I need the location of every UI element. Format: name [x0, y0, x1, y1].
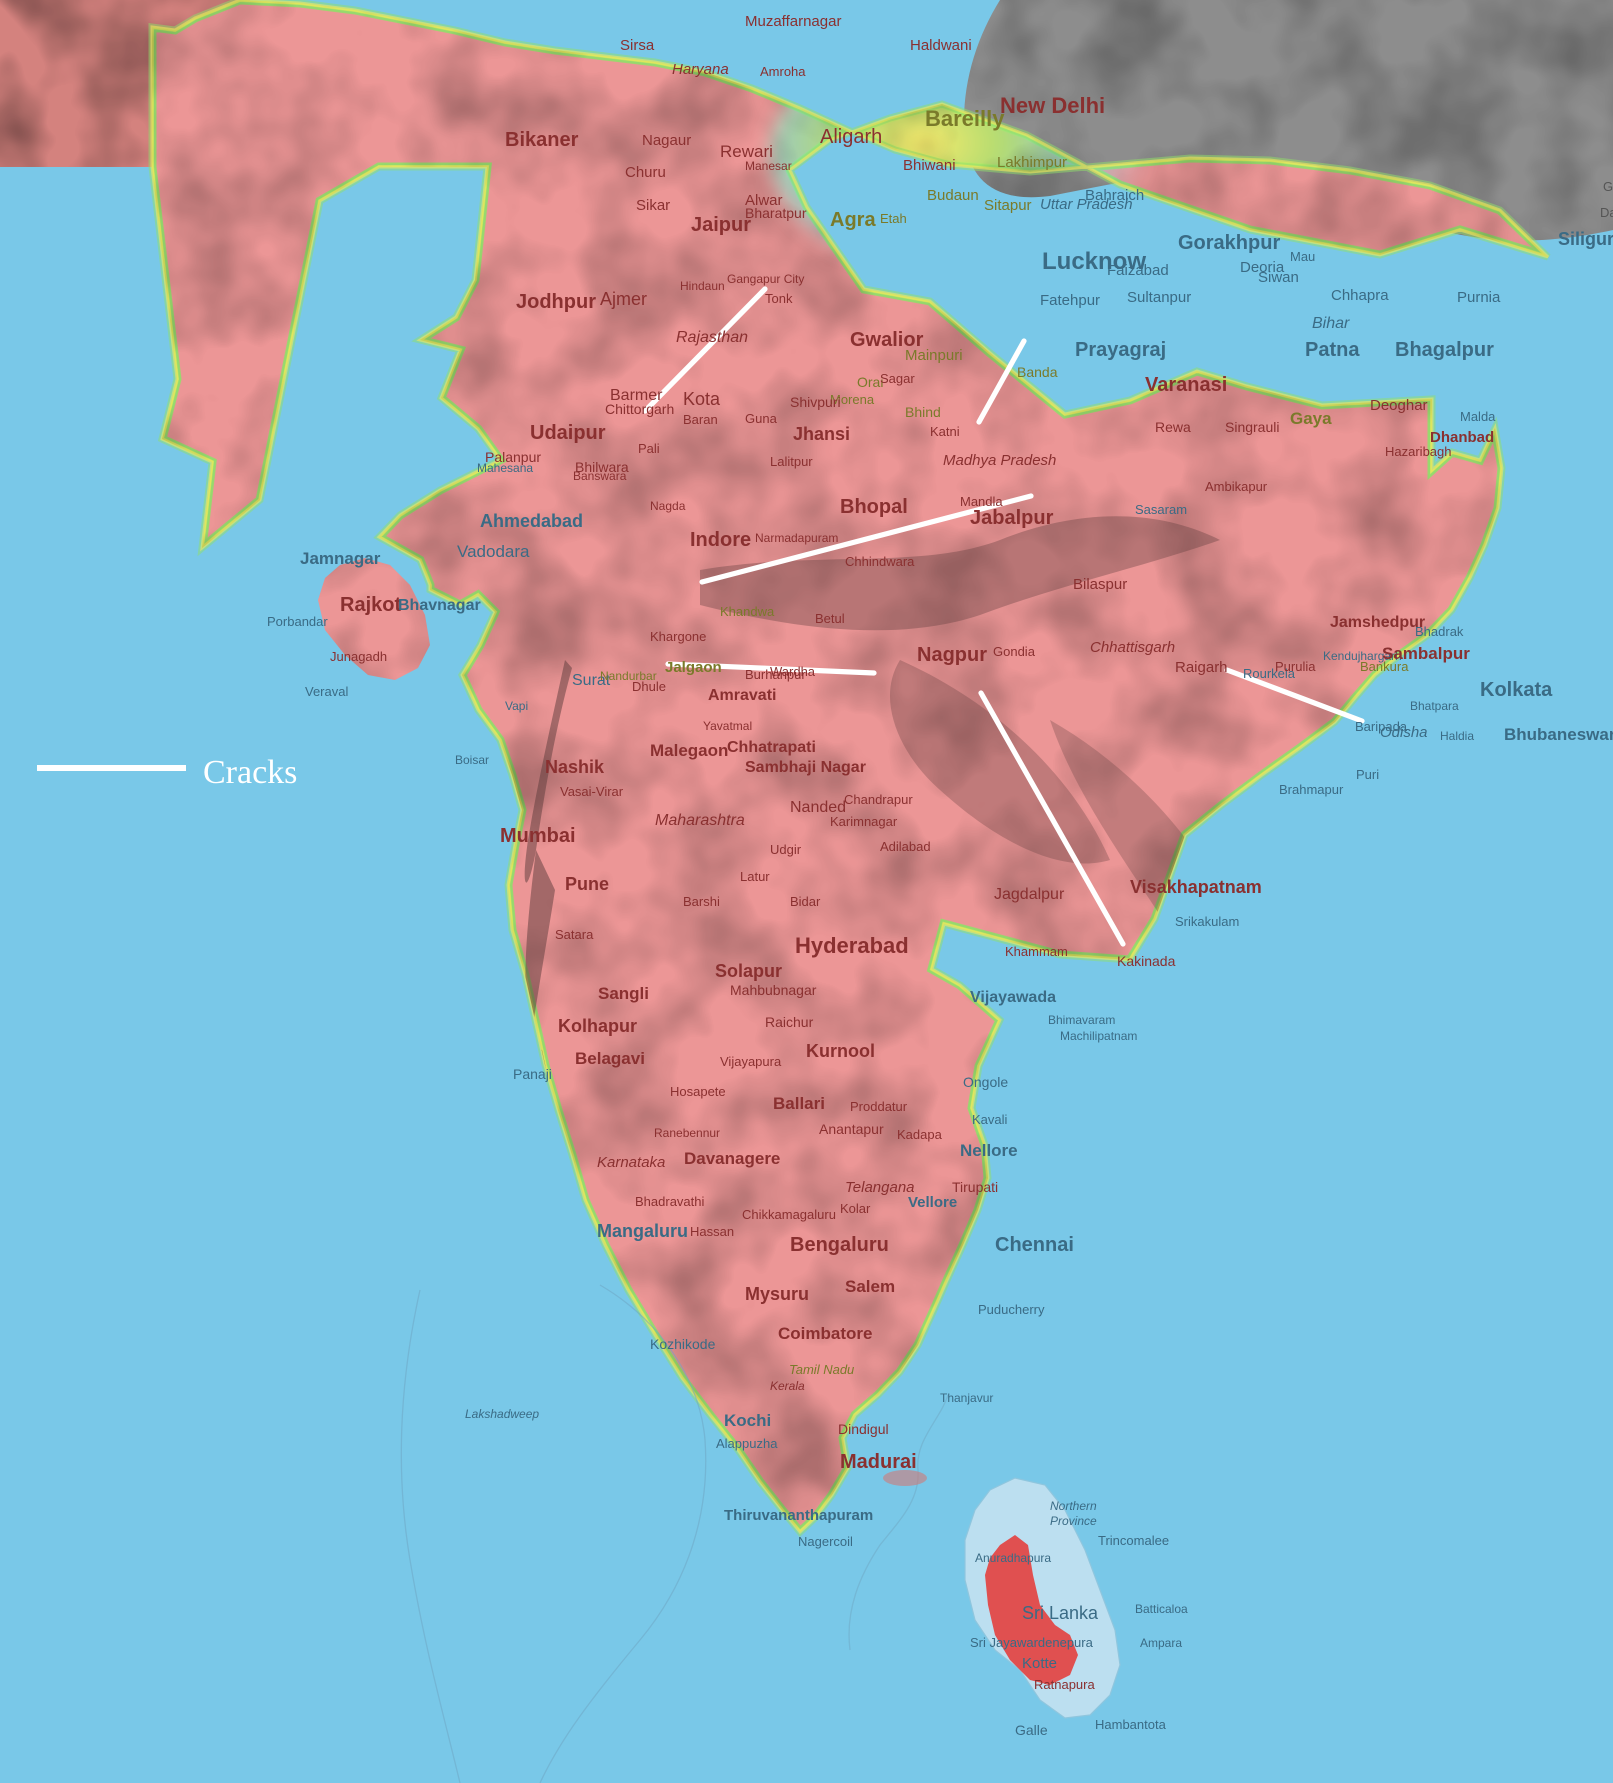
- svg-text:Cracks: Cracks: [203, 754, 297, 791]
